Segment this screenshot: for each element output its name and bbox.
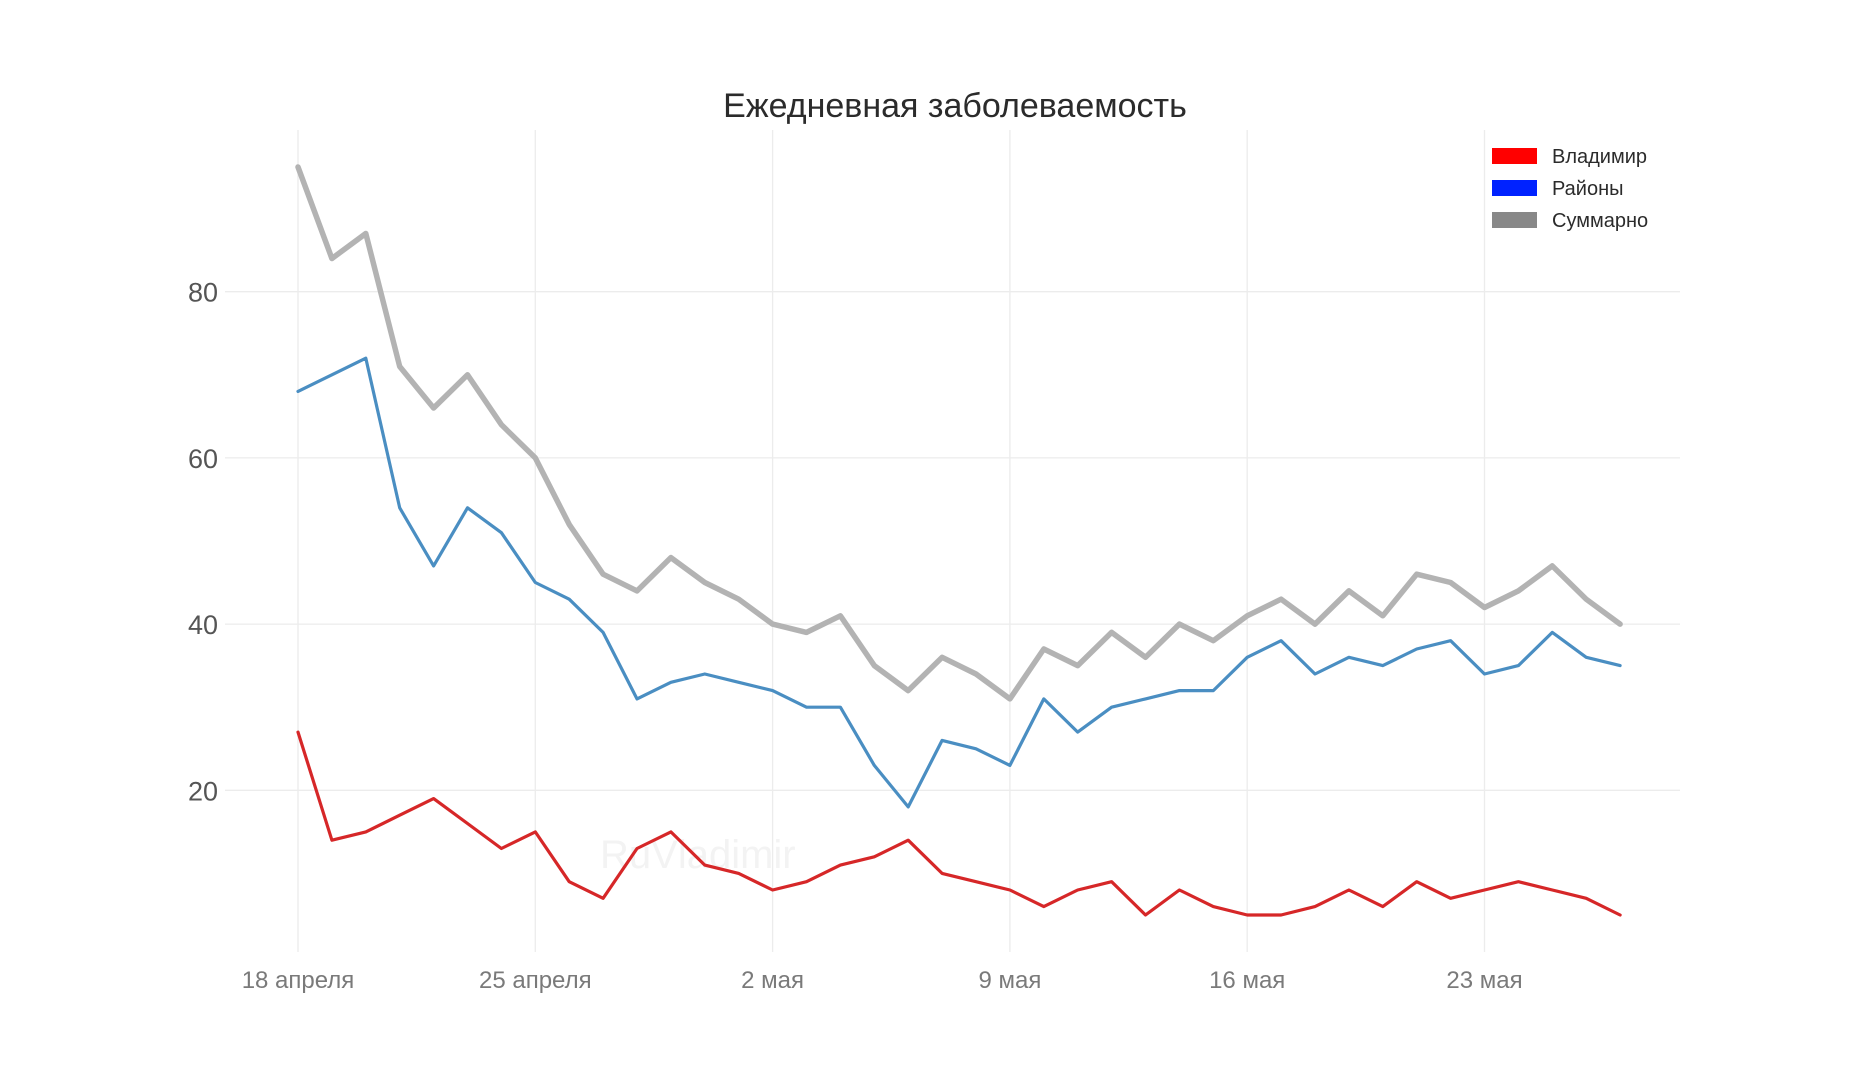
x-tick-label: 25 апреля [479, 967, 592, 994]
legend-label: Районы [1552, 178, 1624, 200]
watermark: RuVladimir [600, 833, 796, 877]
series-line-total [295, 164, 1623, 702]
y-tick-label: 60 [188, 444, 218, 474]
legend: Владимир Районы Суммарно [1492, 146, 1648, 232]
legend-swatch [1492, 148, 1537, 164]
y-tick-label: 40 [188, 610, 218, 640]
series-lines [295, 164, 1623, 917]
series-line-districts [296, 356, 1622, 809]
grid [225, 130, 1680, 952]
x-tick-label: 23 мая [1446, 967, 1522, 994]
y-tick-label: 20 [188, 776, 218, 806]
legend-swatch [1492, 180, 1537, 196]
series-line-vladimir [296, 730, 1622, 917]
x-tick-label: 2 мая [741, 967, 804, 994]
x-axis-ticks: 18 апреля 25 апреля 2 мая 9 мая 16 мая 23 мая [242, 967, 1523, 994]
legend-swatch [1492, 212, 1537, 228]
x-tick-label: 18 апреля [242, 967, 355, 994]
x-tick-label: 9 мая [978, 967, 1041, 994]
legend-label: Владимир [1552, 146, 1647, 168]
chart-title: Ежедневная заболеваемость [723, 87, 1187, 125]
legend-label: Суммарно [1552, 210, 1648, 232]
x-tick-label: 16 мая [1209, 967, 1285, 994]
y-tick-label: 80 [188, 278, 218, 308]
y-axis-ticks: 20 40 60 80 [188, 278, 218, 807]
